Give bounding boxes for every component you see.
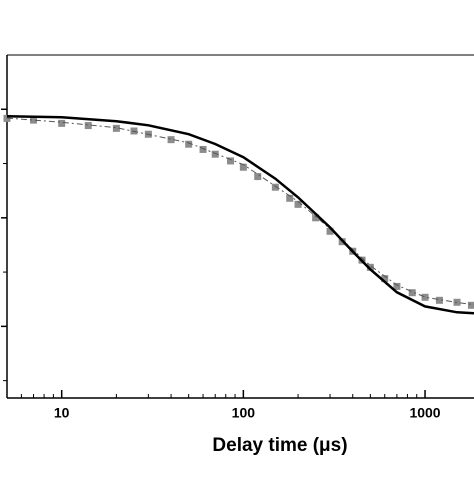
data-point: [381, 275, 389, 283]
data-point: [227, 157, 235, 165]
data-point: [294, 200, 302, 208]
data-point: [254, 173, 262, 181]
data-point: [211, 150, 219, 158]
data-point: [286, 194, 294, 202]
data-point: [366, 263, 374, 271]
data-point: [421, 293, 429, 301]
x-tick-label: 100: [232, 405, 256, 421]
data-point: [185, 140, 193, 148]
data-point: [312, 214, 320, 222]
data-point: [467, 301, 474, 309]
data-point: [239, 163, 247, 171]
data-point: [408, 289, 416, 297]
data-point: [84, 122, 92, 130]
data-point: [30, 116, 38, 124]
x-tick-label: 1000: [409, 405, 440, 421]
data-point: [271, 183, 279, 191]
data-point: [167, 136, 175, 144]
dashed-line: [6, 117, 474, 306]
data-point: [199, 145, 207, 153]
data-point: [435, 296, 443, 304]
fit-line: [6, 114, 474, 315]
data-point: [112, 124, 120, 132]
data-point: [393, 282, 401, 290]
data-point: [453, 298, 461, 306]
data-point: [58, 119, 66, 127]
x-axis-label: Delay time (μs): [212, 435, 347, 456]
data-point: [326, 227, 334, 235]
x-tick-label: 10: [54, 405, 70, 421]
